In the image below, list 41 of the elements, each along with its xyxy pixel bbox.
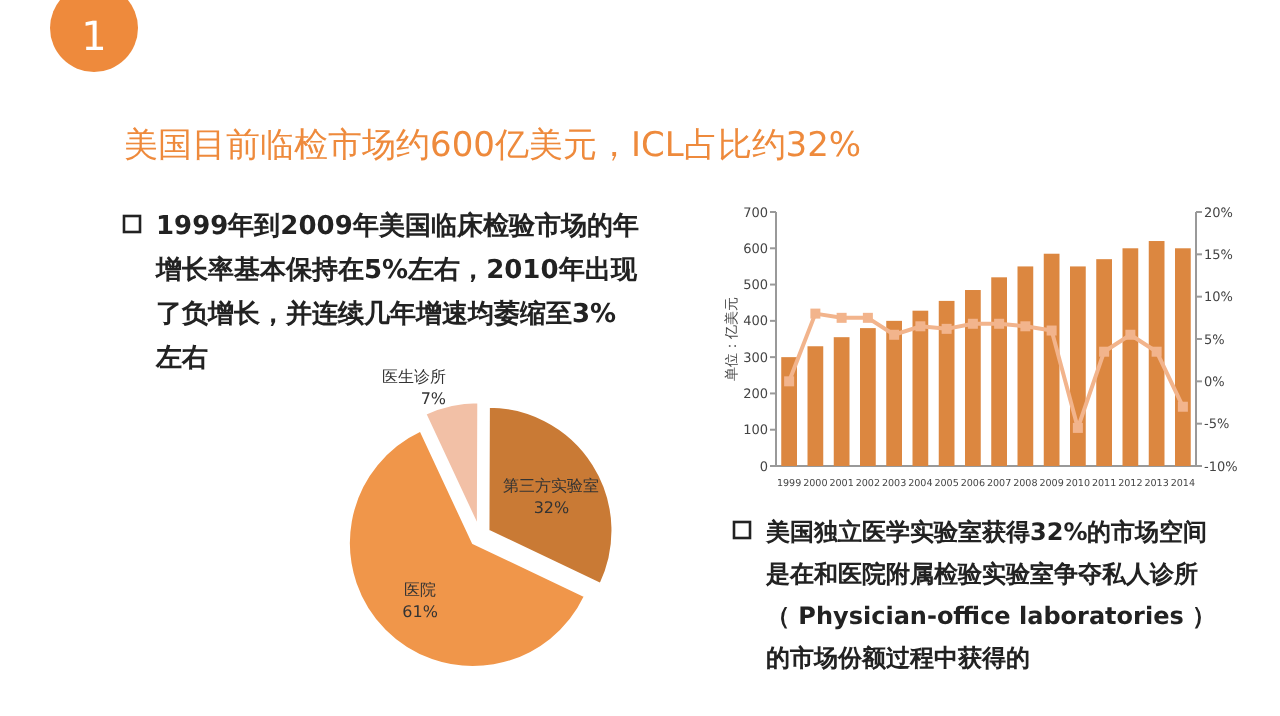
bar bbox=[1017, 266, 1034, 466]
point bbox=[1151, 346, 1162, 357]
bar bbox=[781, 357, 797, 466]
point bbox=[784, 376, 795, 387]
bar bbox=[991, 277, 1007, 466]
bar bbox=[807, 346, 824, 466]
point bbox=[810, 308, 821, 319]
data-label: 61% bbox=[402, 603, 439, 622]
bar bbox=[1175, 248, 1191, 466]
point bbox=[941, 323, 952, 334]
bar bbox=[1122, 248, 1139, 466]
slice-label: 第三方实验室 bbox=[503, 477, 600, 496]
bar bbox=[1148, 241, 1165, 466]
chart-title: 美国目前临检市场约600亿美元，ICL占比约32% bbox=[124, 126, 862, 166]
bar bbox=[938, 300, 955, 466]
text: 1 bbox=[81, 12, 107, 60]
point bbox=[1099, 346, 1110, 357]
point bbox=[1125, 329, 1136, 340]
bar bbox=[860, 328, 876, 466]
point bbox=[994, 318, 1005, 329]
point bbox=[915, 321, 926, 332]
point bbox=[862, 312, 873, 323]
point bbox=[836, 312, 847, 323]
slice-label: 医生诊所 bbox=[382, 367, 447, 386]
bar bbox=[965, 290, 981, 466]
bar bbox=[1043, 253, 1060, 466]
data-label: 7% bbox=[420, 389, 447, 408]
data-label: 32% bbox=[533, 499, 570, 518]
point bbox=[967, 318, 978, 329]
slice-label: 医院 bbox=[404, 581, 437, 600]
bar bbox=[1070, 266, 1086, 466]
point bbox=[1046, 325, 1057, 336]
point bbox=[1020, 321, 1031, 332]
point bbox=[1177, 401, 1188, 412]
bar bbox=[886, 320, 902, 466]
bar bbox=[912, 310, 929, 466]
point bbox=[1072, 422, 1083, 433]
bar bbox=[833, 337, 850, 466]
point bbox=[889, 329, 900, 340]
text: 美国独立医学实验室获得32%的市场空间是在和医院附属检验实验室争夺私人诊所（ Physician-office laboratories ）的市场份额过程中获得的 bbox=[764, 518, 1217, 672]
bar bbox=[1096, 259, 1112, 466]
